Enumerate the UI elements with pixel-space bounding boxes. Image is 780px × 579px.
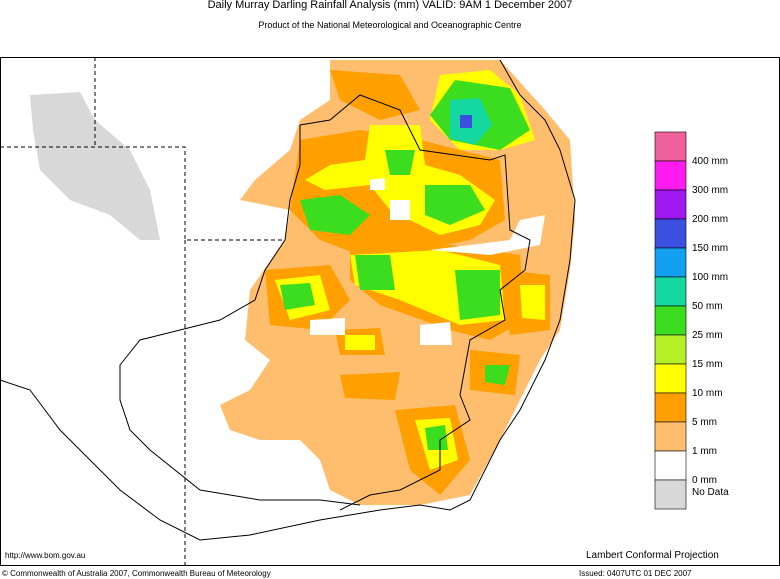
subtitle: Product of the National Meteorological a… [258,20,521,30]
legend-label: No Data [692,487,729,498]
issued: Issued: 0407UTC 01 DEC 2007 [579,569,692,578]
legend: 400 mm 300 mm 200 mm 150 mm 100 mm 50 mm 25 mm… [654,131,729,510]
projection: Lambert Conformal Projection [586,550,719,561]
legend-label: 300 mm [692,185,728,196]
legend-swatch [654,479,687,510]
legend-swatch [654,392,687,423]
legend-label: 25 mm [692,330,723,341]
legend-swatch [654,218,687,249]
boundaries [0,57,576,565]
rainfall-field [30,60,575,505]
legend-swatch [654,276,687,307]
title: Daily Murray Darling Rainfall Analysis (… [208,0,573,11]
legend-swatch [654,160,687,191]
legend-label: 5 mm [692,417,717,428]
legend-label: 150 mm [692,243,728,254]
legend-label: 10 mm [692,388,723,399]
legend-swatch [654,305,687,336]
legend-swatch [654,334,687,365]
legend-label: 15 mm [692,359,723,370]
legend-label: 400 mm [692,156,728,167]
legend-swatch [654,450,687,481]
legend-label: 1 mm [692,446,717,457]
legend-swatch [654,247,687,278]
legend-swatch [654,363,687,394]
legend-label: 0 mm [692,475,717,486]
legend-swatch [654,131,687,162]
legend-label: 200 mm [692,214,728,225]
copyright: © Commonwealth of Australia 2007, Common… [2,569,271,578]
legend-label: 50 mm [692,301,723,312]
legend-swatch [654,421,687,452]
url: http://www.bom.gov.au [5,551,85,560]
legend-label: 100 mm [692,272,728,283]
legend-swatch [654,189,687,220]
